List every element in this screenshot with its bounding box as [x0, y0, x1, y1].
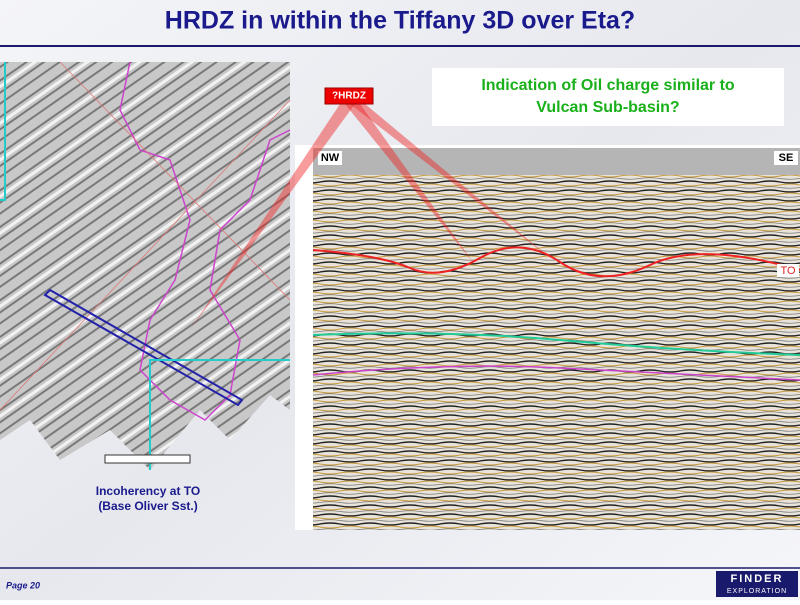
seismic-section: [313, 175, 800, 530]
marker-label: ?HRDZ: [332, 91, 366, 102]
horizon: [312, 332, 800, 356]
pointer: [345, 104, 475, 265]
horizon: [312, 365, 800, 381]
label-box: [774, 151, 798, 165]
coherency-map: [0, 62, 290, 470]
map-grid: [59, 61, 291, 301]
callout-box: [432, 68, 784, 126]
marker-box: [324, 87, 374, 105]
scale-bar: [104, 454, 191, 464]
label-box: [318, 151, 342, 165]
horizon-to: [312, 246, 800, 278]
page-number: Page 20: [6, 580, 40, 590]
section-label: SE: [779, 152, 794, 164]
pointer: [350, 104, 555, 262]
callout-text: Indication of Oil charge similar to: [481, 77, 735, 94]
slide-title: HRDZ in within the Tiffany 3D over Eta?: [165, 7, 635, 35]
section-sky: [313, 148, 800, 175]
logo-text: FINDER: [731, 573, 784, 585]
horizon-label: TO: [780, 265, 796, 277]
map-caption: (Base Oliver Sst.): [98, 499, 197, 513]
section-label: NW: [321, 152, 340, 164]
map-outline: [149, 359, 290, 470]
logo-text: EXPLORATION: [727, 588, 787, 595]
logo: [716, 571, 798, 597]
label-box: [777, 264, 799, 277]
section-line: [43, 288, 244, 407]
map-polygon: [119, 61, 291, 421]
callout-text: Vulcan Sub-basin?: [536, 99, 679, 116]
pointer: [190, 104, 355, 330]
map-caption: Incoherency at TO: [96, 484, 200, 498]
map-outline: [0, 62, 6, 201]
map-grid: [0, 99, 291, 411]
